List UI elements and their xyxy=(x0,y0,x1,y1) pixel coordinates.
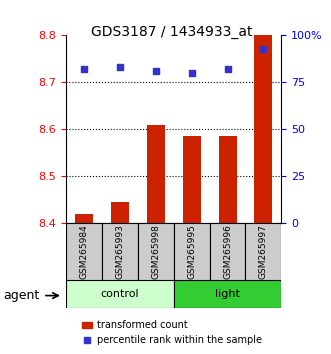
Text: GSM265998: GSM265998 xyxy=(151,224,160,279)
Bar xyxy=(174,280,281,308)
Bar xyxy=(183,136,201,223)
Bar xyxy=(75,214,93,223)
Bar xyxy=(138,223,174,280)
Point xyxy=(81,66,87,72)
Bar xyxy=(102,223,138,280)
Bar xyxy=(66,280,174,308)
Text: GSM265984: GSM265984 xyxy=(80,224,89,279)
Bar xyxy=(218,136,237,223)
Point xyxy=(225,66,230,72)
Point xyxy=(189,70,194,76)
Bar xyxy=(111,202,129,223)
Text: GSM265993: GSM265993 xyxy=(116,224,124,279)
Text: GSM265997: GSM265997 xyxy=(259,224,268,279)
Text: GDS3187 / 1434933_at: GDS3187 / 1434933_at xyxy=(91,25,253,39)
Point xyxy=(261,46,266,51)
Bar xyxy=(66,223,102,280)
Point xyxy=(117,64,122,70)
Bar xyxy=(246,223,281,280)
Bar xyxy=(174,223,210,280)
Bar xyxy=(210,223,246,280)
Legend: transformed count, percentile rank within the sample: transformed count, percentile rank withi… xyxy=(78,316,266,349)
Text: GSM265995: GSM265995 xyxy=(187,224,196,279)
Text: agent: agent xyxy=(3,289,40,302)
Text: GSM265996: GSM265996 xyxy=(223,224,232,279)
Bar xyxy=(255,35,272,223)
Point xyxy=(153,68,159,74)
Bar xyxy=(147,125,165,223)
Text: control: control xyxy=(101,289,139,299)
Text: light: light xyxy=(215,289,240,299)
